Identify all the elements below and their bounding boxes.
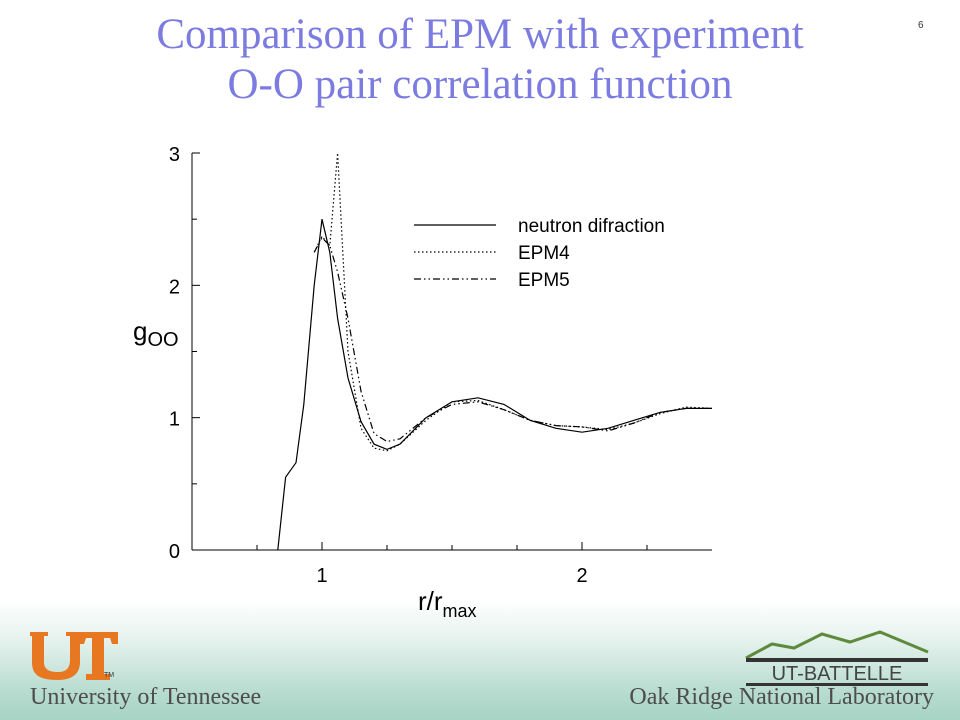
chart-legend: neutron difraction EPM4 EPM5: [414, 216, 665, 291]
y-axis-label: gOO: [133, 316, 179, 351]
x-axis-label: r/rmax: [418, 586, 477, 621]
series-line-3: [313, 236, 712, 443]
x-tick-label: 1: [316, 565, 327, 587]
slide-number: 6: [918, 20, 924, 31]
logo-rule-top: [746, 658, 928, 662]
ut-logo-trademark: TM: [104, 672, 115, 679]
legend-label: EPM5: [518, 270, 570, 291]
ut-battelle-logo: UT-BATTELLE: [745, 630, 929, 686]
y-tick-label: 3: [169, 144, 180, 166]
pair-correlation-chart: 0 1 2 3 1 2 gOO r/rmax neutron difraction EPM4…: [133, 144, 713, 621]
slide-title: Comparison of EPM with experiment O-O pa…: [40, 10, 920, 110]
legend-label: neutron difraction: [518, 216, 665, 237]
logo-rule-bottom: [746, 683, 928, 686]
chart-axes: [191, 153, 712, 551]
series-line-2: [313, 152, 713, 452]
series-line-1: [277, 219, 712, 551]
title-line-1: Comparison of EPM with experiment: [156, 11, 804, 58]
title-line-2: O-O pair correlation function: [227, 61, 733, 108]
axis-ticks: 0 1 2 3 1 2: [169, 144, 648, 587]
y-tick-label: 0: [169, 541, 180, 563]
mountain-outline-icon: [745, 630, 929, 660]
series-layer: [277, 152, 713, 551]
y-tick-label: 1: [169, 409, 180, 431]
y-tick-label: 2: [169, 276, 180, 298]
laboratory-name: Oak Ridge National Laboratory: [629, 684, 934, 710]
ut-logo: [30, 632, 118, 680]
ut-logo-mark: [30, 632, 118, 680]
x-tick-label: 2: [576, 565, 587, 587]
university-name: University of Tennessee: [30, 684, 262, 710]
ut-battelle-wordmark: UT-BATTELLE: [772, 663, 903, 685]
legend-label: EPM4: [518, 243, 570, 264]
